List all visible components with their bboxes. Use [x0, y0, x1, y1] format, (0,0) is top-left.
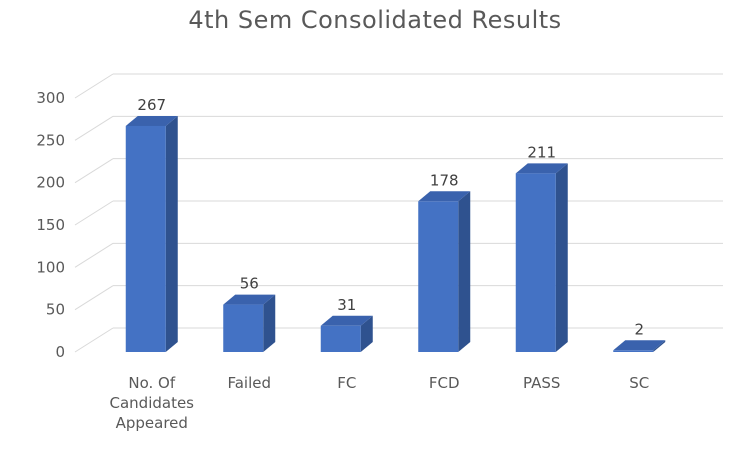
- bar-side: [653, 340, 666, 352]
- x-tick-label: FC: [337, 374, 356, 392]
- bar: [223, 304, 264, 352]
- bar-top: [320, 315, 373, 326]
- bar: [418, 201, 459, 352]
- bar-side: [165, 115, 178, 352]
- data-label: 31: [337, 296, 356, 314]
- y-tick-label: 200: [36, 174, 65, 192]
- bar-side: [360, 315, 373, 352]
- gridline-diagonal: [74, 200, 114, 226]
- bar: [320, 325, 361, 352]
- x-tick-label: Candidates: [110, 394, 195, 412]
- y-tick-label: 300: [36, 89, 65, 107]
- bar-side: [458, 191, 471, 352]
- bar-top: [223, 294, 276, 305]
- bar: [515, 173, 556, 352]
- y-tick-label: 0: [55, 343, 65, 361]
- x-tick-label: Appeared: [116, 414, 188, 432]
- bar: [125, 125, 166, 352]
- y-tick-label: 250: [36, 131, 65, 149]
- gridline-diagonal: [74, 115, 114, 141]
- data-label: 2: [634, 320, 644, 338]
- x-tick-label: FCD: [429, 374, 460, 392]
- x-tick-label: SC: [629, 374, 649, 392]
- gridline-diagonal: [74, 327, 114, 353]
- y-tick-label: 150: [36, 216, 65, 234]
- x-tick-label: Failed: [227, 374, 271, 392]
- bar-top: [515, 163, 568, 174]
- bar-side: [555, 163, 568, 352]
- chart-title: 4th Sem Consolidated Results: [188, 6, 562, 34]
- x-tick-label: PASS: [523, 374, 560, 392]
- gridline-diagonal: [74, 158, 114, 184]
- bar: [613, 350, 654, 352]
- bar-side: [263, 294, 276, 352]
- x-tick-label: No. Of: [128, 374, 175, 392]
- data-label: 178: [430, 171, 459, 189]
- gridline-diagonal: [74, 285, 114, 311]
- gridline-diagonal: [74, 73, 114, 99]
- bar-top: [125, 115, 178, 126]
- data-label: 267: [137, 96, 166, 114]
- bar-top: [418, 191, 471, 202]
- y-tick-label: 100: [36, 258, 65, 276]
- gridline-diagonal: [74, 242, 114, 268]
- data-label: 56: [240, 275, 259, 293]
- y-tick-label: 50: [46, 301, 65, 319]
- bar-top: [613, 340, 666, 351]
- data-label: 211: [527, 143, 556, 161]
